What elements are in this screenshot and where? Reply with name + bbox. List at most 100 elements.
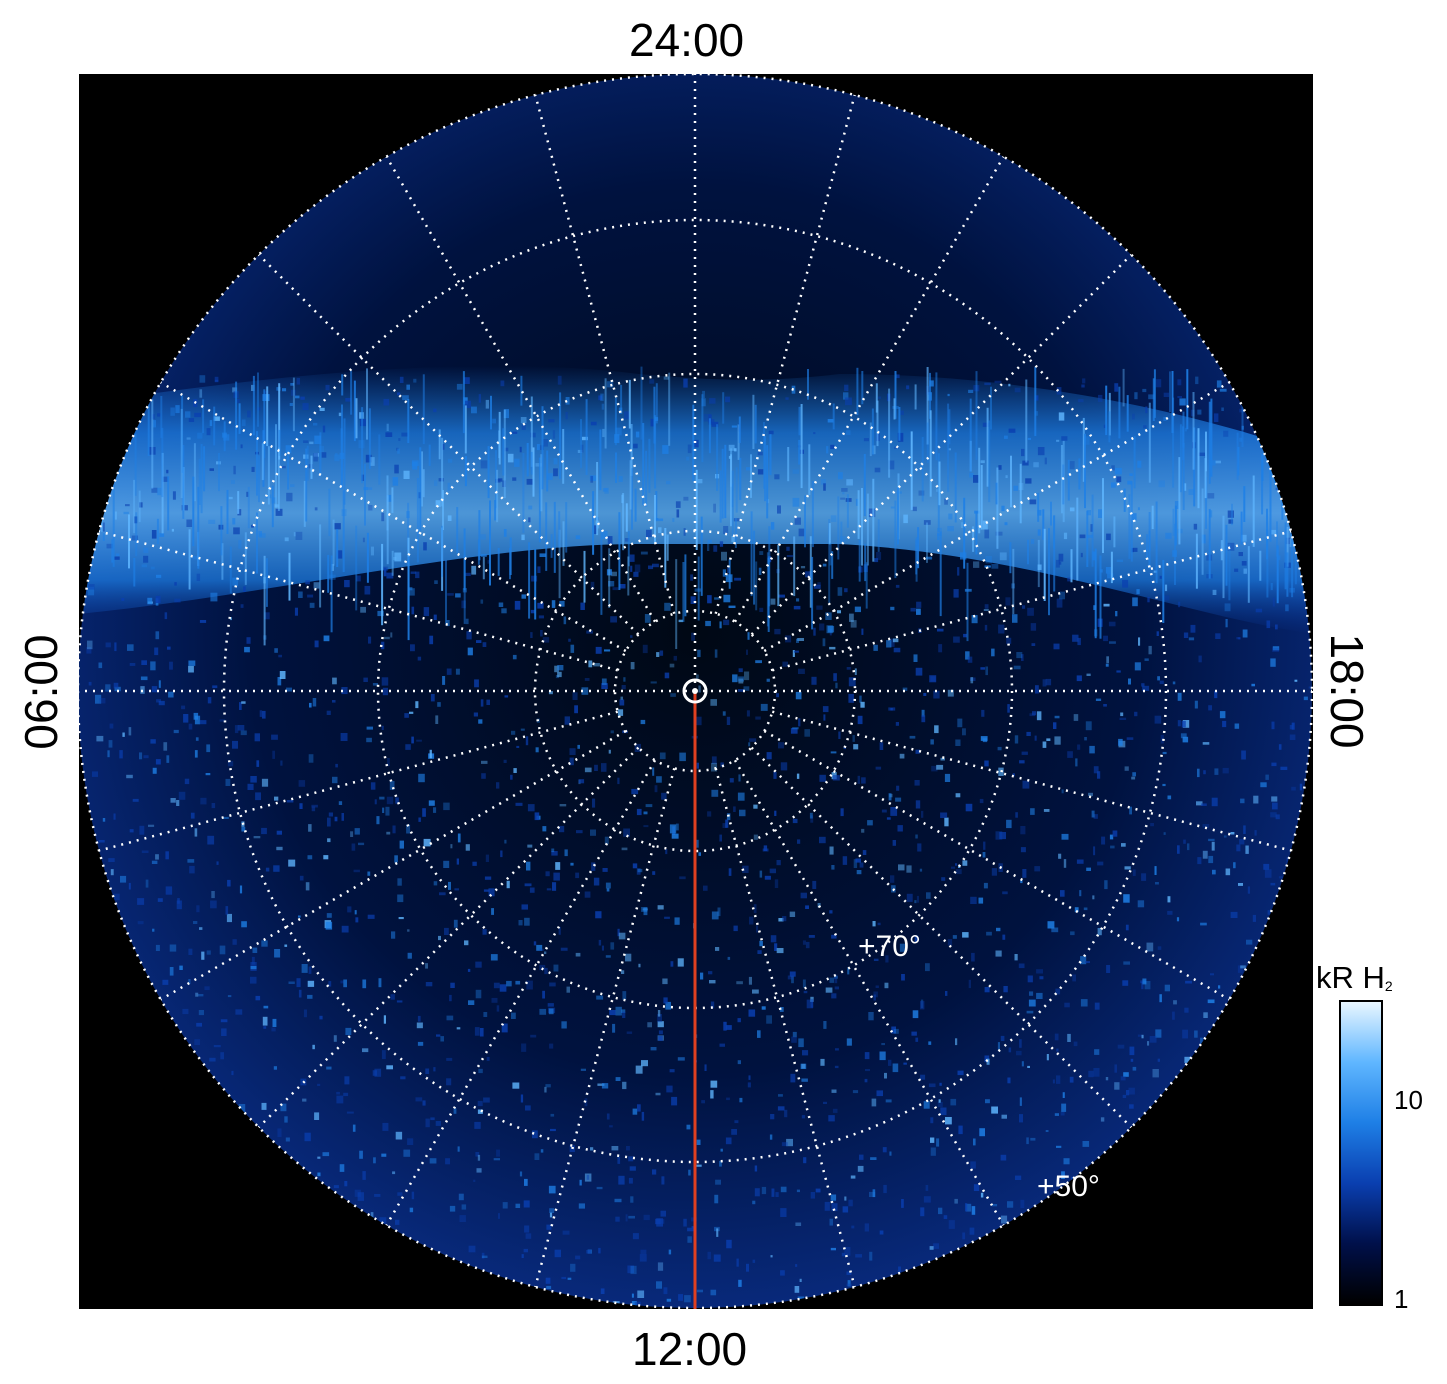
emission-pixel xyxy=(584,767,592,773)
emission-pixel xyxy=(175,405,180,414)
emission-pixel xyxy=(611,571,617,577)
emission-streak xyxy=(719,470,722,523)
emission-pixel xyxy=(544,951,547,954)
emission-pixel xyxy=(666,480,671,485)
emission-pixel xyxy=(725,396,731,403)
emission-pixel xyxy=(443,860,450,868)
emission-pixel xyxy=(340,733,348,741)
emission-streak xyxy=(520,375,523,406)
emission-pixel xyxy=(474,1121,481,1129)
emission-pixel xyxy=(600,393,604,401)
emission-streak xyxy=(386,495,389,565)
emission-pixel xyxy=(390,994,395,1000)
emission-pixel xyxy=(381,677,389,686)
emission-streak xyxy=(615,452,617,483)
emission-pixel xyxy=(409,587,413,591)
emission-pixel xyxy=(1242,629,1248,638)
emission-pixel xyxy=(625,1214,628,1222)
emission-pixel xyxy=(1215,633,1221,639)
emission-streak xyxy=(223,421,226,452)
emission-streak xyxy=(1286,527,1289,567)
emission-pixel xyxy=(399,376,404,383)
emission-pixel xyxy=(697,649,701,658)
emission-pixel xyxy=(803,1157,807,1164)
emission-pixel xyxy=(890,606,895,611)
emission-pixel xyxy=(851,1225,855,1229)
emission-pixel xyxy=(1007,1077,1011,1084)
emission-pixel xyxy=(925,556,933,560)
emission-pixel xyxy=(854,606,861,613)
emission-pixel xyxy=(794,517,801,525)
emission-pixel xyxy=(485,399,489,409)
emission-pixel xyxy=(982,422,990,427)
emission-pixel xyxy=(742,865,749,873)
emission-pixel xyxy=(929,1246,934,1250)
emission-pixel xyxy=(1177,720,1181,727)
emission-streak xyxy=(1301,421,1303,451)
emission-pixel xyxy=(698,685,701,693)
emission-pixel xyxy=(883,1184,887,1194)
emission-pixel xyxy=(1141,683,1145,687)
emission-pixel xyxy=(944,773,951,782)
emission-pixel xyxy=(780,1270,785,1276)
emission-streak xyxy=(1042,509,1045,540)
emission-pixel xyxy=(123,511,129,515)
emission-pixel xyxy=(1187,843,1190,851)
emission-pixel xyxy=(962,1246,965,1256)
emission-streak xyxy=(625,503,628,532)
emission-pixel xyxy=(1008,428,1016,433)
emission-streak xyxy=(1261,454,1264,515)
emission-pixel xyxy=(314,435,322,444)
emission-pixel xyxy=(379,796,385,800)
emission-pixel xyxy=(766,752,772,760)
emission-streak xyxy=(151,399,154,489)
emission-streak xyxy=(128,514,130,569)
emission-pixel xyxy=(1201,534,1206,544)
emission-pixel xyxy=(1275,814,1280,820)
emission-pixel xyxy=(199,375,206,383)
emission-pixel xyxy=(413,378,417,383)
emission-pixel xyxy=(920,999,924,1009)
emission-pixel xyxy=(301,964,308,973)
emission-pixel xyxy=(830,751,837,754)
emission-pixel xyxy=(331,564,334,571)
emission-pixel xyxy=(1080,956,1087,965)
emission-streak xyxy=(876,400,879,447)
emission-pixel xyxy=(920,1074,926,1080)
emission-pixel xyxy=(176,900,182,910)
emission-pixel xyxy=(397,392,401,396)
emission-pixel xyxy=(1202,824,1210,828)
emission-pixel xyxy=(1064,1002,1070,1008)
emission-pixel xyxy=(629,554,635,562)
emission-streak xyxy=(861,488,863,566)
emission-pixel xyxy=(945,991,948,996)
emission-pixel xyxy=(609,1125,613,1128)
emission-pixel xyxy=(220,1052,224,1060)
emission-pixel xyxy=(566,986,570,993)
emission-pixel xyxy=(137,898,145,905)
emission-pixel xyxy=(794,1286,800,1293)
emission-pixel xyxy=(350,831,354,837)
emission-streak xyxy=(1012,548,1015,615)
emission-pixel xyxy=(796,598,800,602)
emission-pixel xyxy=(805,571,812,578)
emission-pixel xyxy=(298,780,306,787)
emission-pixel xyxy=(493,982,500,989)
emission-pixel xyxy=(334,454,340,462)
emission-streak xyxy=(828,519,831,603)
emission-pixel xyxy=(930,1117,934,1124)
emission-pixel xyxy=(545,871,550,877)
emission-pixel xyxy=(370,1212,374,1221)
emission-streak xyxy=(877,519,880,552)
emission-pixel xyxy=(1093,814,1098,819)
emission-pixel xyxy=(1159,994,1162,1003)
emission-streak xyxy=(864,543,867,582)
emission-streak xyxy=(1050,501,1052,526)
emission-pixel xyxy=(1240,965,1246,969)
emission-pixel xyxy=(737,1060,741,1065)
emission-streak xyxy=(545,502,548,571)
emission-pixel xyxy=(1034,411,1039,416)
emission-pixel xyxy=(1196,801,1203,806)
emission-pixel xyxy=(1056,1048,1059,1052)
emission-pixel xyxy=(1203,770,1206,775)
